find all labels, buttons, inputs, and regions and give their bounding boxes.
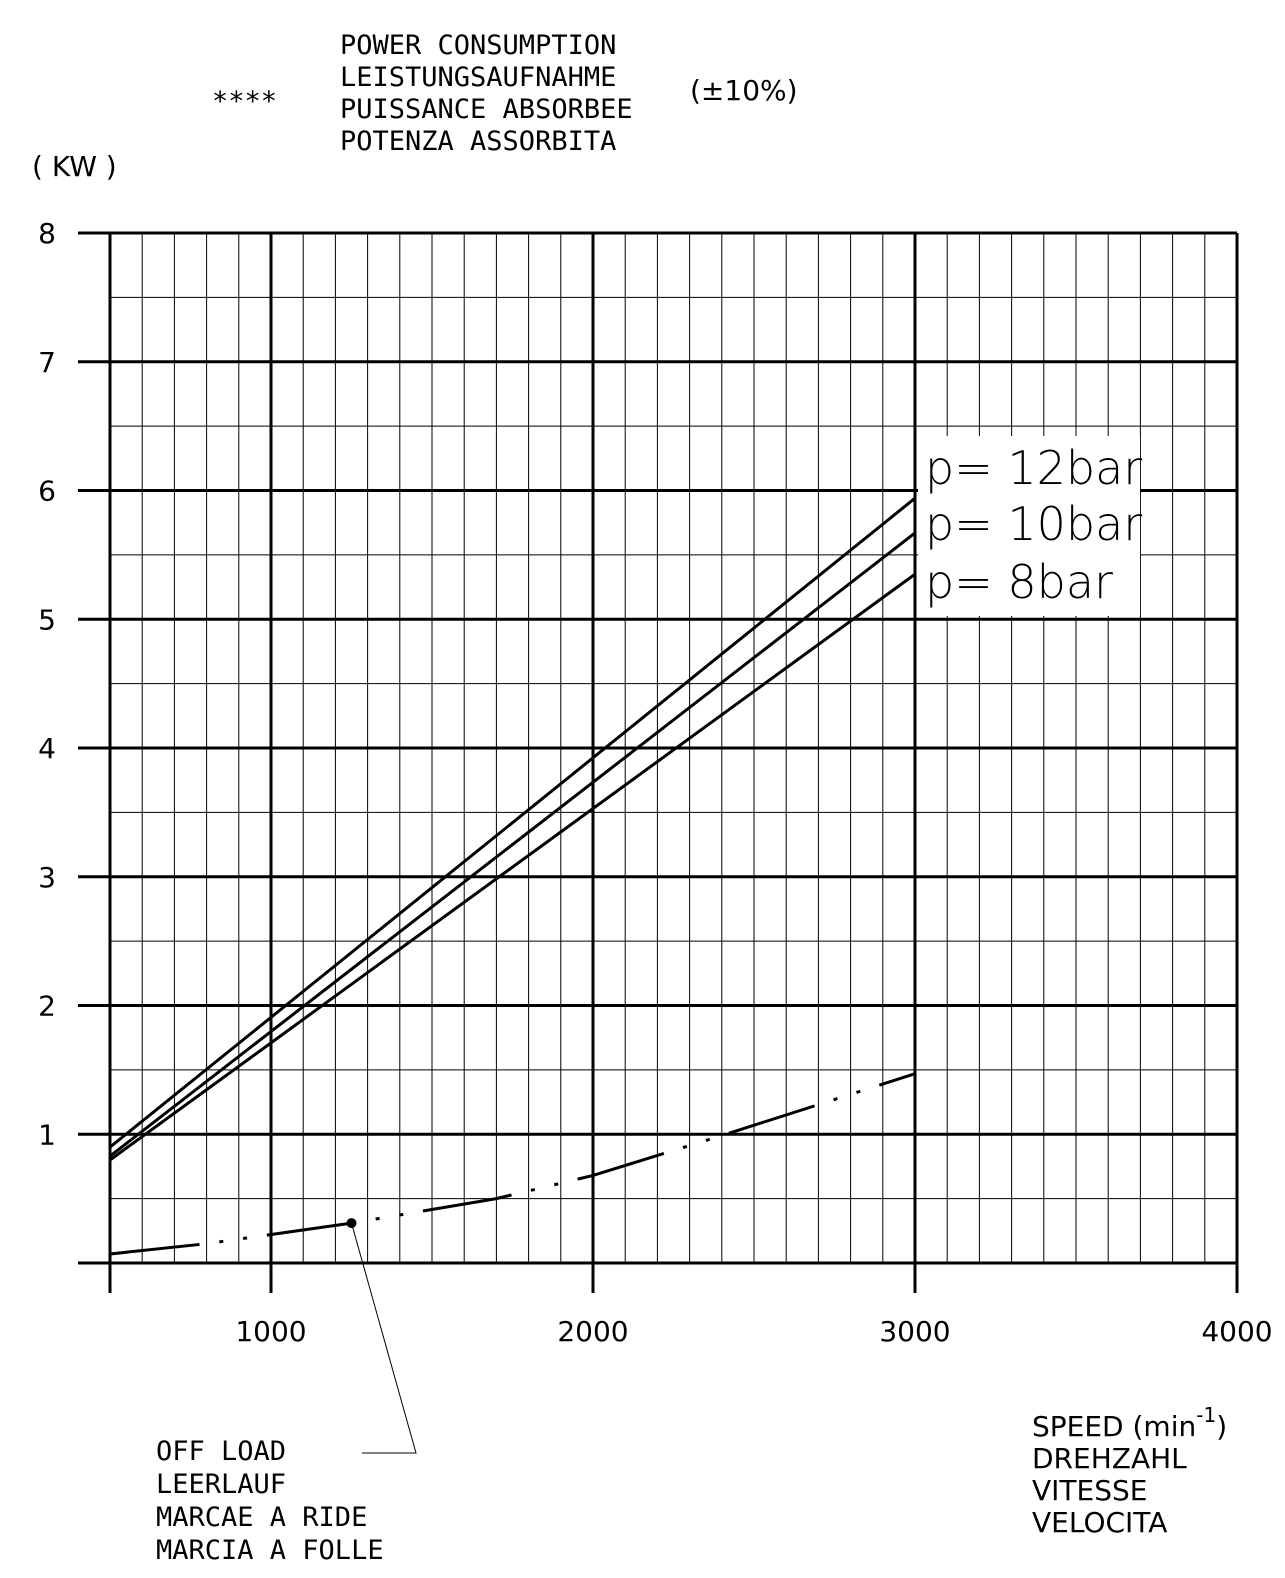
y-tick-label: 1	[38, 1118, 56, 1151]
series-line-2	[109, 531, 916, 1158]
x-tick-label: 4000	[1201, 1315, 1272, 1348]
x-tick-label: 2000	[557, 1315, 628, 1348]
x-tick-label: 3000	[879, 1315, 950, 1348]
chart-title: **** POWER CONSUMPTION LEISTUNGSAUFNAHME…	[32, 30, 798, 183]
offload-leader-line	[351, 1222, 417, 1454]
speed-label-fr: VITESSE	[1032, 1474, 1147, 1507]
y-tick-label: 3	[38, 861, 56, 894]
title-line-2: LEISTUNGSAUFNAHME	[340, 62, 616, 93]
axes: 1 2 3 4 5 6 7 8 1000 2000 3000 4000	[38, 217, 1272, 1348]
y-tick-label: 5	[38, 603, 56, 636]
title-line-4: POTENZA ASSORBITA	[340, 126, 616, 157]
speed-label-it: VELOCITA	[1032, 1506, 1167, 1539]
offload-line	[109, 1072, 916, 1256]
offload-line-3: MARCAE A RIDE	[156, 1502, 367, 1533]
tolerance-note: (±10%)	[690, 74, 798, 107]
offload-annotation: OFF LOAD LEERLAUF MARCAE A RIDE MARCIA A…	[156, 1436, 384, 1566]
y-axis-unit: ( KW )	[32, 150, 117, 183]
offload-line-4: MARCIA A FOLLE	[156, 1535, 384, 1566]
series-line-3	[109, 572, 916, 1162]
legend-label-10bar: p= 10bar	[925, 497, 1142, 551]
offload-line-2: LEERLAUF	[156, 1469, 286, 1500]
series-lines	[109, 497, 916, 1454]
title-line-3: PUISSANCE ABSORBEE	[340, 94, 633, 125]
x-tick-label: 1000	[235, 1315, 306, 1348]
pressure-legend: p= 12bar p= 10bar p= 8bar	[918, 436, 1142, 616]
offload-line-1: OFF LOAD	[156, 1436, 286, 1467]
speed-label-de: DREHZAHL	[1032, 1442, 1187, 1475]
series-line-1	[109, 497, 916, 1149]
y-tick-label: 4	[38, 732, 56, 765]
speed-label: SPEED (min-1)	[1032, 1403, 1227, 1443]
title-marker: ****	[212, 86, 277, 117]
legend-label-12bar: p= 12bar	[925, 441, 1142, 495]
y-tick-label: 6	[38, 475, 56, 508]
legend-box	[918, 436, 1140, 616]
grid	[78, 231, 1239, 1293]
x-axis-title: SPEED (min-1) DREHZAHL VITESSE VELOCITA	[1032, 1403, 1227, 1539]
y-tick-label: 8	[38, 217, 56, 250]
y-tick-label: 7	[38, 346, 56, 379]
y-tick-label: 2	[38, 990, 56, 1023]
title-line-1: POWER CONSUMPTION	[340, 30, 616, 61]
legend-label-8bar: p= 8bar	[925, 555, 1113, 609]
